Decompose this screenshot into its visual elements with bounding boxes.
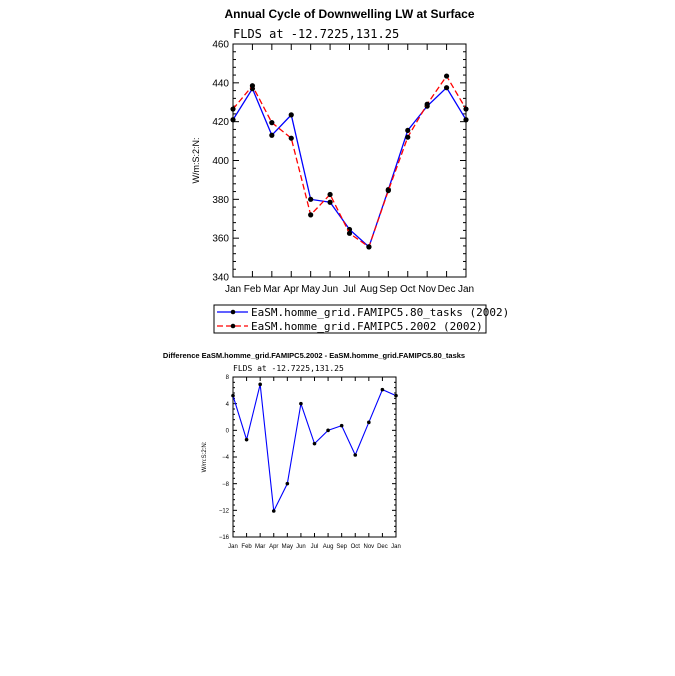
x-tick-label: Oct [400,284,416,295]
y-tick-label: 8 [226,375,230,381]
data-point [367,420,371,425]
x-tick-label: Feb [244,284,262,295]
plot-frame [232,376,397,538]
x-tick-label: Jan [225,284,241,295]
y-tick-label: 420 [212,117,229,128]
data-point [288,112,294,118]
x-tick-label: Aug [360,284,378,295]
data-point [312,441,317,446]
data-point [443,73,450,79]
difference-y-axis-label: W/m:S:2:N: [202,441,208,472]
series-line-1 [232,86,467,249]
x-tick-label: Apr [283,284,299,295]
data-point [327,191,333,198]
data-point [269,120,275,126]
y-axis-label: W/m:S:2:N: [191,137,201,183]
data-point [339,423,344,428]
data-point [405,134,411,140]
x-tick-label: Sep [379,284,397,295]
y-tick-label: 460 [212,40,229,51]
x-tick-label: Jun [322,284,338,295]
difference-chart-title: Difference EaSM.homme_grid.FAMIPC5.2002 … [163,351,465,360]
data-point [258,382,262,387]
legend: EaSM.homme_grid.FAMIPC5.80_tasks (2002) … [213,304,509,334]
x-tick-label: Dec [438,284,456,295]
data-point [405,127,411,134]
difference-series-lines [231,382,398,513]
x-tick-label: Jul [343,284,356,295]
y-tick-label: −8 [222,482,230,488]
data-point [271,509,276,513]
y-tick-label: −4 [222,455,230,461]
difference-chart: Difference EaSM.homme_grid.FAMIPC5.2002 … [163,351,465,550]
x-tick-label: Apr [269,544,278,550]
annual-cycle-chart: Annual Cycle of Downwelling LW at Surfac… [191,7,509,334]
data-point [285,481,290,486]
data-point [463,117,469,123]
data-point [366,244,372,250]
axes-ticks [232,43,467,278]
y-tick-label: 380 [212,195,229,206]
legend-label-series-2: EaSM.homme_grid.FAMIPC5.2002 (2002) [251,320,483,333]
y-tick-label: −16 [219,535,230,541]
chart-title: Annual Cycle of Downwelling LW at Surfac… [224,7,474,21]
data-point [269,132,275,138]
chart-subtitle: FLDS at -12.7225,131.25 [233,27,399,41]
x-tick-label: Feb [241,544,252,550]
legend-marker-series-1 [230,309,236,315]
x-tick-label: Aug [323,544,334,550]
data-point [443,85,450,91]
data-point [308,196,314,202]
legend-box [213,304,487,334]
data-point [230,106,236,112]
y-tick-label: 440 [212,78,229,89]
y-tick-label: 4 [226,402,230,408]
x-tick-label: Jan [228,544,238,550]
data-point [230,117,236,123]
data-point [244,437,249,442]
x-tick-label: Dec [377,544,388,550]
data-point [249,83,256,89]
x-tick-label: Jan [458,284,474,295]
y-tick-label: 0 [226,428,230,434]
data-point [385,187,391,194]
x-tick-label: Jul [311,544,319,550]
data-point [424,101,430,107]
x-tick-label: Mar [263,284,281,295]
data-point [299,401,303,406]
x-tick-label: May [282,544,293,550]
legend-marker-series-2 [230,323,236,329]
data-point [353,453,358,457]
x-tick-label: Oct [351,544,361,550]
y-tick-label: 340 [212,273,229,284]
difference-chart-subtitle: FLDS at -12.7225,131.25 [233,364,344,373]
data-point [394,393,398,398]
data-point [327,199,333,205]
x-tick-label: Sep [336,544,347,550]
data-point [231,393,235,398]
x-tick-label: Nov [418,284,436,295]
difference-axes-ticks [232,376,397,538]
series-lines [230,73,469,250]
data-point [308,212,314,218]
data-point [326,428,330,433]
data-point [463,106,469,112]
x-tick-label: Mar [255,544,265,550]
series-line-1 [232,384,397,513]
plot-frame [232,43,467,278]
y-tick-label: 360 [212,234,229,245]
y-tick-label: 400 [212,156,229,167]
x-tick-label: Nov [363,544,374,550]
legend-label-series-1: EaSM.homme_grid.FAMIPC5.80_tasks (2002) [251,306,509,319]
data-point [346,230,353,236]
data-point [288,135,294,141]
x-tick-label: May [301,284,320,295]
x-tick-label: Jun [296,544,306,550]
y-tick-label: −12 [219,508,230,514]
x-tick-label: Jan [391,544,401,550]
data-point [380,387,385,392]
